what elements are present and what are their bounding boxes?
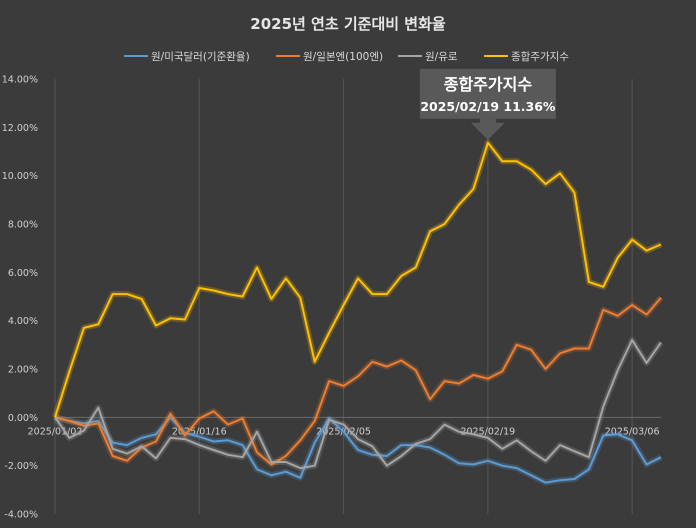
chart-title: 2025년 연초 기준대비 변화율 xyxy=(250,15,446,33)
legend-item-jpy[interactable]: 원/일본엔(100엔) xyxy=(276,50,383,63)
y-tick-label: 8.00% xyxy=(8,220,38,231)
legend-label-eur: 원/유로 xyxy=(425,51,458,63)
callout-box xyxy=(419,68,556,119)
x-tick-label: 2025/01/16 xyxy=(172,426,227,437)
y-tick-label: 4.00% xyxy=(8,316,38,327)
y-tick-label: 2.00% xyxy=(8,365,38,376)
y-tick-label: 12.00% xyxy=(2,123,38,134)
callout-arrow-icon xyxy=(470,118,505,140)
series-line-kospi[interactable] xyxy=(54,141,662,418)
annotation-callout: 종합주가지수 2025/02/19 11.36% xyxy=(419,68,556,140)
y-tick-label: 6.00% xyxy=(8,268,38,279)
y-axis-ticks: -4.00% -2.00% 0.00% 2.00% 4.00% 6.00% 8.00% 10.… xyxy=(2,75,38,521)
x-tick-label: 2025/01/02 xyxy=(28,426,83,437)
legend-label-kospi: 종합주가지수 xyxy=(511,51,569,63)
x-tick-label: 2025/02/19 xyxy=(460,426,515,437)
y-tick-label: 0.00% xyxy=(8,413,38,424)
legend-item-kospi[interactable]: 종합주가지수 xyxy=(484,51,569,63)
series-line-jpy[interactable] xyxy=(54,297,662,466)
callout-text: 2025/02/19 11.36% xyxy=(420,99,556,114)
series-line-usd[interactable] xyxy=(54,416,662,484)
legend-label-usd: 원/미국달러(기준환율) xyxy=(151,51,250,63)
callout-title: 종합주가지수 xyxy=(444,75,533,94)
legend-item-eur[interactable]: 원/유로 xyxy=(398,51,458,63)
legend-label-jpy: 원/일본엔(100엔) xyxy=(303,50,383,63)
series-lines xyxy=(52,139,664,486)
legend-item-usd[interactable]: 원/미국달러(기준환율) xyxy=(124,51,250,63)
x-tick-label: 2025/03/06 xyxy=(605,426,660,437)
y-tick-label: -2.00% xyxy=(4,461,38,472)
y-tick-label: -4.00% xyxy=(4,510,38,521)
y-tick-label: 14.00% xyxy=(2,75,38,86)
y-tick-label: 10.00% xyxy=(2,171,38,182)
legend: 원/미국달러(기준환율) 원/일본엔(100엔) 원/유로 종합주가지수 xyxy=(124,50,569,63)
series-line-eur[interactable] xyxy=(54,339,662,470)
